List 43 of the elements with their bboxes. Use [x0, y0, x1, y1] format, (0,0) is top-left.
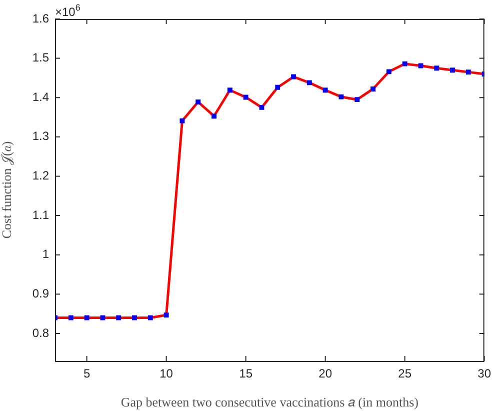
- point: [100, 315, 106, 320]
- point: [354, 97, 360, 102]
- point: [370, 86, 376, 92]
- x-tick-label: 10: [160, 366, 174, 381]
- point: [180, 118, 185, 124]
- y-tick-label: 1.3: [32, 129, 50, 144]
- point: [243, 94, 248, 100]
- y-tick-label: 1: [42, 247, 50, 262]
- x-tick-label: 30: [478, 366, 492, 381]
- point: [148, 315, 153, 320]
- point: [84, 315, 90, 320]
- point: [164, 312, 169, 318]
- point: [322, 88, 328, 93]
- point: [306, 80, 312, 86]
- y-tick-label: 1.5: [32, 50, 50, 65]
- point: [212, 114, 216, 119]
- point: [132, 315, 137, 320]
- point: [338, 94, 344, 100]
- point: [68, 315, 74, 320]
- x-tick-label: 25: [398, 366, 412, 381]
- point: [196, 99, 201, 104]
- x-tick-label: 15: [239, 366, 253, 381]
- point: [386, 69, 392, 74]
- x-axis-title: Gap between two consecutive vaccinations 𝑎 (in months): [120, 394, 418, 410]
- y-tick-label: 1.2: [32, 168, 50, 183]
- y-tick-label: 0.8: [32, 326, 50, 340]
- point: [259, 104, 264, 110]
- point: [418, 63, 424, 68]
- y-tick-label: 0.9: [32, 286, 50, 300]
- point: [291, 74, 296, 80]
- point: [402, 61, 408, 66]
- y-tick-label: 1.1: [32, 208, 50, 222]
- point: [116, 315, 122, 320]
- x-tick-label: 5: [83, 366, 90, 381]
- y-tick-label: 1.6: [32, 11, 50, 26]
- point: [450, 68, 455, 73]
- y-axis-title: Cost function 𝒥(𝑎): [0, 141, 14, 239]
- x-tick-label: 20: [318, 366, 332, 381]
- point: [466, 70, 471, 75]
- point: [227, 88, 232, 93]
- point: [434, 66, 440, 71]
- point: [275, 84, 280, 90]
- y-tick-label: 1.4: [32, 90, 50, 104]
